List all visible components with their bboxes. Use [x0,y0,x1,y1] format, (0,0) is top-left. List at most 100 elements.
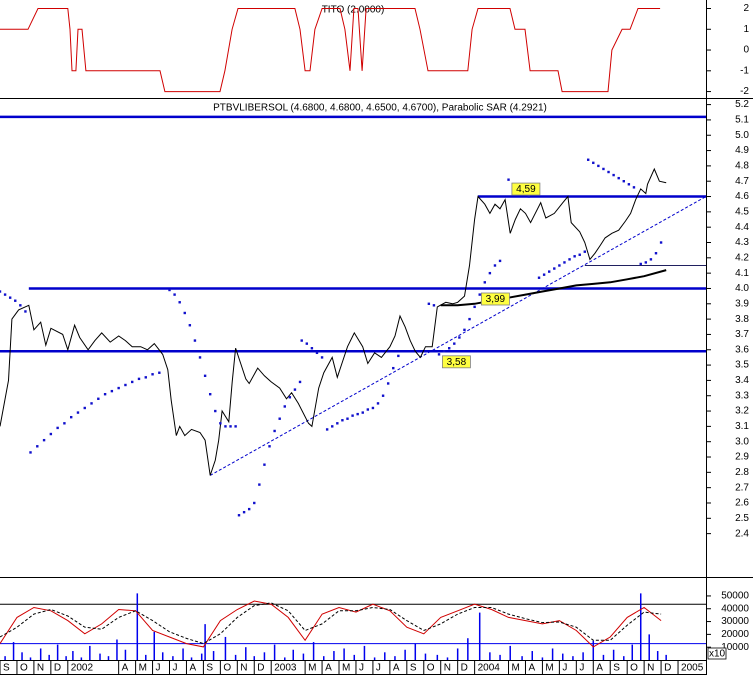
sar-dot [627,183,631,186]
sar-dot [427,302,431,305]
y-tick-label: -1 [740,65,749,76]
sar-dot [8,296,12,299]
sar-dot [351,414,354,417]
x-tick-label: A [325,663,332,674]
x-tick-label: A [528,663,535,674]
y-tick-label: 2.6 [735,498,749,509]
sar-dot [659,241,663,244]
y-tick-label: 4.7 [735,176,749,187]
x-tick-label: A [393,663,400,674]
sar-dot [537,276,541,279]
sar-dot [117,386,120,390]
y-tick-label: 3.4 [735,375,749,386]
sar-dot [622,180,625,183]
sar-dot [527,195,531,198]
y-tick-label: 2.7 [735,482,749,493]
sar-dot [586,158,590,161]
y-tick-label: 3.7 [735,329,749,340]
x-tick-label: J [173,663,178,674]
sar-dot [463,328,466,332]
x-tick-label: M [308,663,316,674]
sar-dot [305,342,309,345]
volume-bar [373,657,376,660]
sar-dot [56,426,59,430]
volume-bar [182,648,184,660]
moving-average [440,269,667,307]
sar-dot [473,305,476,309]
volume-bar [499,654,501,660]
y-tick-label: 4.6 [735,191,749,202]
volume-bar [665,654,667,660]
y-tick-label: 4.4 [735,222,749,233]
sar-dot [366,408,370,411]
sar-dot [397,354,400,358]
sar-dot [341,419,344,422]
volume-bar [648,634,650,660]
sar-dot [432,304,436,307]
sar-dot [578,253,581,256]
y-tick-label: 4.8 [735,161,749,172]
volume-bar [363,645,366,660]
volume-bar [623,656,625,660]
y-tick-label: 5.0 [735,130,749,141]
volume-bar [478,612,481,660]
sar-dot [278,417,281,420]
sar-dot [498,259,502,263]
sar-dot [447,347,451,350]
x-tick-label: D [461,663,468,674]
sar-dot [298,380,302,384]
x-tick-label: O [630,663,638,674]
sar-dot [193,339,197,342]
sar-dot [483,281,486,284]
x-tick-label: N [240,663,247,674]
value-label-box [481,292,510,306]
volume-bar [224,636,227,660]
volume-bar [353,654,356,660]
y-tick-label: 4.2 [735,252,749,263]
sar-dot [488,271,492,275]
sar-dot [632,186,636,189]
sar-dot [208,392,212,396]
x-tick-label: S [206,663,213,674]
sar-dot [293,388,297,391]
volume-bar [263,652,266,660]
sar-dot [453,342,456,345]
x-tick-label: 2004 [478,663,501,674]
sar-dot [573,255,576,258]
sar-dot [356,412,359,416]
x-tick-label: M [545,663,553,674]
volume-bar [602,654,605,660]
volume-bar [136,593,139,660]
x-tick-label: 2003 [274,663,297,674]
sar-dot [0,290,2,293]
series-line [0,8,661,93]
sar-dot [548,270,551,273]
x-tick-label: J [156,663,161,674]
volume-bar [212,651,215,660]
sar-dot [381,394,385,397]
x-tick-label: S [3,663,10,674]
sar-dot [83,406,86,410]
y-tick-label: -2 [740,86,749,97]
volume-bar [4,656,6,660]
x-tick-label: O [223,663,231,674]
volume-bar [521,656,523,660]
sar-dot [376,402,380,405]
y-tick-label: 2.9 [735,452,749,463]
volume-bar [65,656,67,660]
sar-dot [103,392,107,396]
x-tick-label: D [664,663,671,674]
volume-bar [436,654,439,660]
volume-bar [631,644,634,660]
volume-bar [172,656,174,660]
y-tick-label: 3.1 [735,421,749,432]
x-tick-label: J [359,663,364,674]
sar-dot [315,351,319,355]
sar-dot [219,422,222,425]
volume-bar [124,649,127,660]
x-tick-label: N [444,663,451,674]
value-label-box [442,355,471,369]
volume-bar [302,653,305,660]
sar-dot [124,383,127,387]
